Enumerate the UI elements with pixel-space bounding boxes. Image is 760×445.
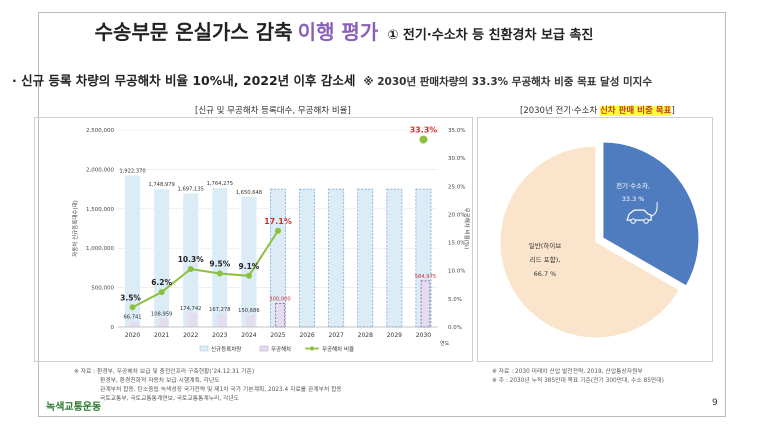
right-chart-caption: [2030년 전기·수소차 신차 판매 비중 목표]: [520, 104, 675, 116]
combo-chart-frame: [34, 117, 473, 362]
bullet-note: ※ 2030년 판매차량의 33.3% 무공해차 비중 목표 달성 미지수: [363, 76, 653, 88]
right-caption-highlight: 신차 판매 비중 목표: [599, 106, 672, 116]
source-notes-right: ※ 자료 : 2030 미래차 산업 발전전략, 2019, 산업통상자원부 ※…: [492, 368, 664, 386]
summary-bullet: · 신규 등록 차량의 무공해차 비율 10%내, 2022년 이후 감소세 ※…: [12, 70, 682, 89]
title-main: 수송부문 온실가스 감축: [94, 20, 293, 44]
org-logo: 녹색교통운동: [46, 402, 102, 413]
note-left-2: 환경부, 환경친화적 자동차 보급 시행계획, 각년도: [100, 378, 220, 384]
source-notes-left: ※ 자료 : 환경부, 무공해차 보급 및 충전인프라 구축현황(’24.12.…: [74, 368, 342, 404]
right-caption-suffix: ]: [671, 106, 675, 116]
page-number: 9: [712, 398, 718, 408]
title-highlight: 이행 평가: [297, 20, 379, 44]
note-left-3: 관계부처 합동, 탄소중립 녹색성장 국가전략 및 제1차 국가 기본계획, 2…: [100, 387, 342, 393]
page-title: 수송부문 온실가스 감축 이행 평가 ① 전기·수소차 등 친환경차 보급 촉진: [0, 16, 688, 45]
right-caption-prefix: [2030년 전기·수소차: [520, 106, 598, 116]
left-chart-caption: [신규 및 무공해차 등록대수, 무공해차 비율]: [195, 106, 351, 116]
bullet-main: · 신규 등록 차량의 무공해차 비율 10%내, 2022년 이후 감소세: [12, 73, 356, 88]
note-left-4: 국토교통부, 국토교통통계연보, 국토교통통계누리, 각년도: [100, 396, 240, 402]
note-right-2: ※ 주 : 2030년 누적 385만대 목표 기준(전기 300만대, 수소 …: [492, 378, 664, 384]
note-left-1: ※ 자료 : 환경부, 무공해차 보급 및 충전인프라 구축현황(’24.12.…: [74, 369, 255, 375]
title-sub: ① 전기·수소차 등 친환경차 보급 촉진: [387, 28, 594, 43]
note-right-1: ※ 자료 : 2030 미래차 산업 발전전략, 2019, 산업통상자원부: [492, 369, 643, 375]
pie-chart-frame: [477, 117, 713, 362]
